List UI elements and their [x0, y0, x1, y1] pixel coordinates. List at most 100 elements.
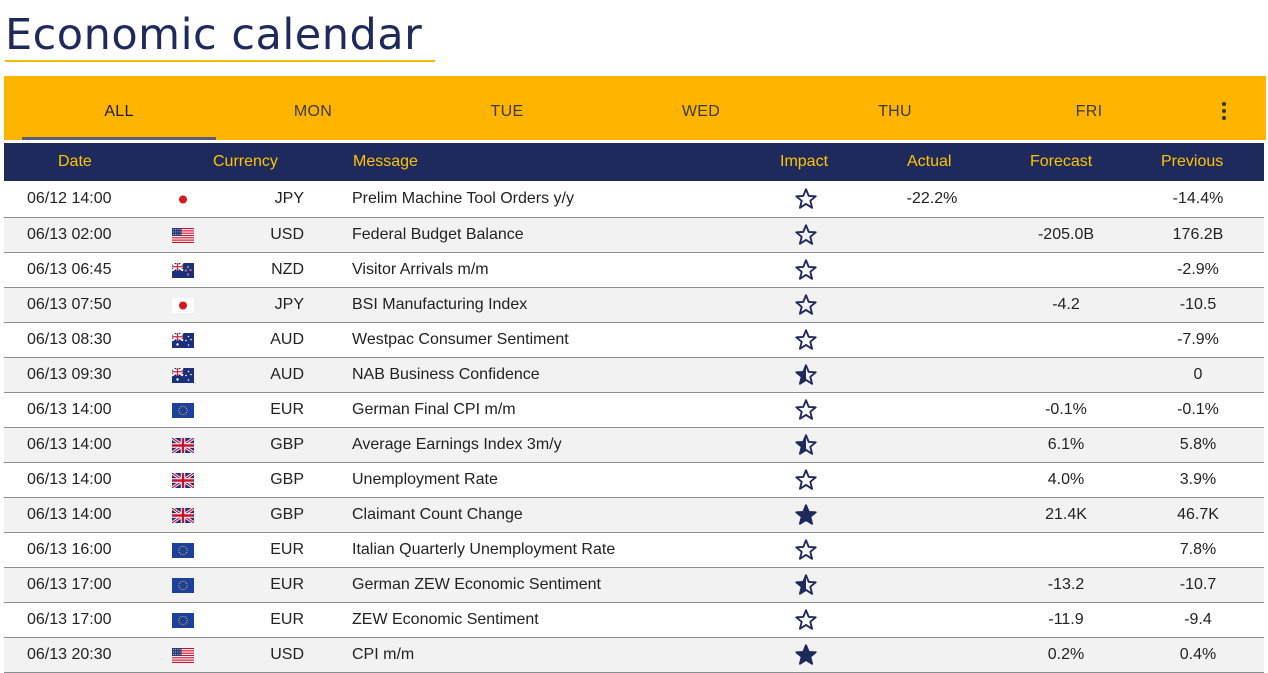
impact-star-icon — [794, 603, 818, 637]
event-date: 06/13 17:00 — [27, 576, 112, 593]
table-row[interactable]: 06/12 14:00 JPY Prelim Machine Tool Orders… — [4, 181, 1264, 218]
tab-tue[interactable]: TUE — [490, 103, 524, 120]
impact-star-icon — [794, 358, 818, 392]
active-tab-indicator — [22, 137, 216, 140]
impact-star-icon — [794, 253, 818, 287]
event-message[interactable]: NAB Business Confidence — [352, 366, 540, 383]
tab-thu[interactable]: THU — [878, 103, 912, 120]
event-message[interactable]: Prelim Machine Tool Orders y/y — [352, 190, 574, 207]
tab-mon[interactable]: MON — [293, 103, 333, 120]
table-row[interactable]: 06/13 06:45 NZD Visitor Arrivals m/m -2.9% — [4, 253, 1264, 288]
event-actual — [884, 288, 980, 322]
us-flag-icon — [172, 218, 194, 252]
event-message[interactable]: ZEW Economic Sentiment — [352, 611, 539, 628]
event-currency: JPY — [274, 190, 304, 207]
table-row[interactable]: 06/13 02:00 USD Federal Budget Balance -205… — [4, 218, 1264, 253]
event-forecast — [1020, 323, 1112, 357]
tab-wed[interactable]: WED — [681, 103, 721, 120]
event-message[interactable]: CPI m/m — [352, 646, 415, 663]
event-message[interactable]: German Final CPI m/m — [352, 401, 516, 418]
event-currency: AUD — [270, 331, 304, 348]
table-row[interactable]: 06/13 16:00 EUR Italian Quarterly Unemploy… — [4, 533, 1264, 568]
event-date: 06/13 14:00 — [27, 436, 112, 453]
table-row[interactable]: 06/13 20:30 USD CPI m/m 0.2% 0.4% — [4, 638, 1264, 673]
event-forecast — [1020, 358, 1112, 392]
table-row[interactable]: 06/13 14:00 GBP Average Earnings Index 3m/… — [4, 428, 1264, 463]
event-date: 06/13 08:30 — [27, 331, 112, 348]
event-forecast: 21.4K — [1045, 506, 1087, 523]
event-message[interactable]: Visitor Arrivals m/m — [352, 261, 489, 278]
jp-flag-icon — [172, 288, 194, 322]
event-message[interactable]: German ZEW Economic Sentiment — [352, 576, 601, 593]
event-message[interactable]: Claimant Count Change — [352, 506, 523, 523]
gb-flag-icon — [172, 498, 194, 532]
events-table: 06/12 14:00 JPY Prelim Machine Tool Orders… — [4, 181, 1264, 673]
impact-star-icon — [794, 533, 818, 567]
event-forecast: -11.9 — [1048, 611, 1084, 628]
page-title: Economic calendar — [5, 10, 423, 60]
event-previous: 0 — [1193, 366, 1203, 383]
table-row[interactable]: 06/13 14:00 EUR German Final CPI m/m -0.1% -… — [4, 393, 1264, 428]
column-header-forecast[interactable]: Forecast — [1030, 153, 1093, 170]
event-message[interactable]: Westpac Consumer Sentiment — [352, 331, 569, 348]
table-row[interactable]: 06/13 08:30 AUD Westpac Consumer Sentiment… — [4, 323, 1264, 358]
impact-star-icon — [794, 568, 818, 602]
event-actual — [884, 253, 980, 287]
event-message[interactable]: Unemployment Rate — [352, 471, 498, 488]
event-previous: -7.9% — [1177, 331, 1219, 348]
column-header-currency[interactable]: Currency — [213, 153, 278, 170]
table-row[interactable]: 06/13 14:00 GBP Unemployment Rate 4.0% 3.9% — [4, 463, 1264, 498]
event-forecast — [1020, 533, 1112, 567]
au-flag-icon — [172, 323, 194, 357]
table-row[interactable]: 06/13 17:00 EUR ZEW Economic Sentiment -11.… — [4, 603, 1264, 638]
event-previous: 7.8% — [1179, 541, 1217, 558]
event-currency: GBP — [270, 436, 304, 453]
event-date: 06/13 17:00 — [27, 611, 112, 628]
column-header-previous[interactable]: Previous — [1161, 153, 1224, 170]
column-header-actual[interactable]: Actual — [907, 153, 952, 170]
eu-flag-icon — [172, 393, 194, 427]
impact-star-icon — [794, 288, 818, 322]
event-date: 06/13 14:00 — [27, 506, 112, 523]
eu-flag-icon — [172, 533, 194, 567]
impact-star-icon — [794, 638, 818, 672]
event-date: 06/13 02:00 — [27, 226, 112, 243]
event-date: 06/13 16:00 — [27, 541, 112, 558]
us-flag-icon — [172, 638, 194, 672]
column-header-message[interactable]: Message — [353, 153, 418, 170]
event-date: 06/13 06:45 — [27, 261, 112, 278]
more-vert-icon[interactable] — [1218, 102, 1230, 126]
impact-star-icon — [794, 428, 818, 462]
event-message[interactable]: Italian Quarterly Unemployment Rate — [352, 541, 616, 558]
event-currency: USD — [270, 226, 304, 243]
column-header-impact[interactable]: Impact — [780, 153, 829, 170]
event-actual — [884, 218, 980, 252]
event-currency: EUR — [270, 611, 304, 628]
table-row[interactable]: 06/13 14:00 GBP Claimant Count Change 21.4K… — [4, 498, 1264, 533]
event-currency: JPY — [274, 296, 304, 313]
event-previous: -14.4% — [1172, 190, 1224, 207]
event-previous: -10.5 — [1179, 296, 1217, 313]
tab-all[interactable]: ALL — [104, 103, 134, 120]
event-message[interactable]: Average Earnings Index 3m/y — [352, 436, 562, 453]
table-row[interactable]: 06/13 07:50 JPY BSI Manufacturing Index -4.… — [4, 288, 1264, 323]
event-actual — [884, 428, 980, 462]
event-date: 06/13 14:00 — [27, 471, 112, 488]
table-row[interactable]: 06/13 17:00 EUR German ZEW Economic Sentim… — [4, 568, 1264, 603]
event-date: 06/13 20:30 — [27, 646, 112, 663]
event-forecast: -13.2 — [1047, 576, 1085, 593]
event-forecast: 6.1% — [1047, 436, 1085, 453]
table-row[interactable]: 06/13 09:30 AUD NAB Business Confidence 0 — [4, 358, 1264, 393]
event-previous: 5.8% — [1179, 436, 1217, 453]
impact-star-icon — [794, 218, 818, 252]
gb-flag-icon — [172, 428, 194, 462]
impact-star-icon — [794, 463, 818, 497]
event-message[interactable]: BSI Manufacturing Index — [352, 296, 528, 313]
event-date: 06/13 09:30 — [27, 366, 112, 383]
event-previous: -0.1% — [1177, 401, 1219, 418]
nz-flag-icon — [172, 253, 194, 287]
column-header-date[interactable]: Date — [58, 153, 92, 170]
event-message[interactable]: Federal Budget Balance — [352, 226, 524, 243]
event-actual — [884, 603, 980, 637]
tab-fri[interactable]: FRI — [1075, 103, 1103, 120]
